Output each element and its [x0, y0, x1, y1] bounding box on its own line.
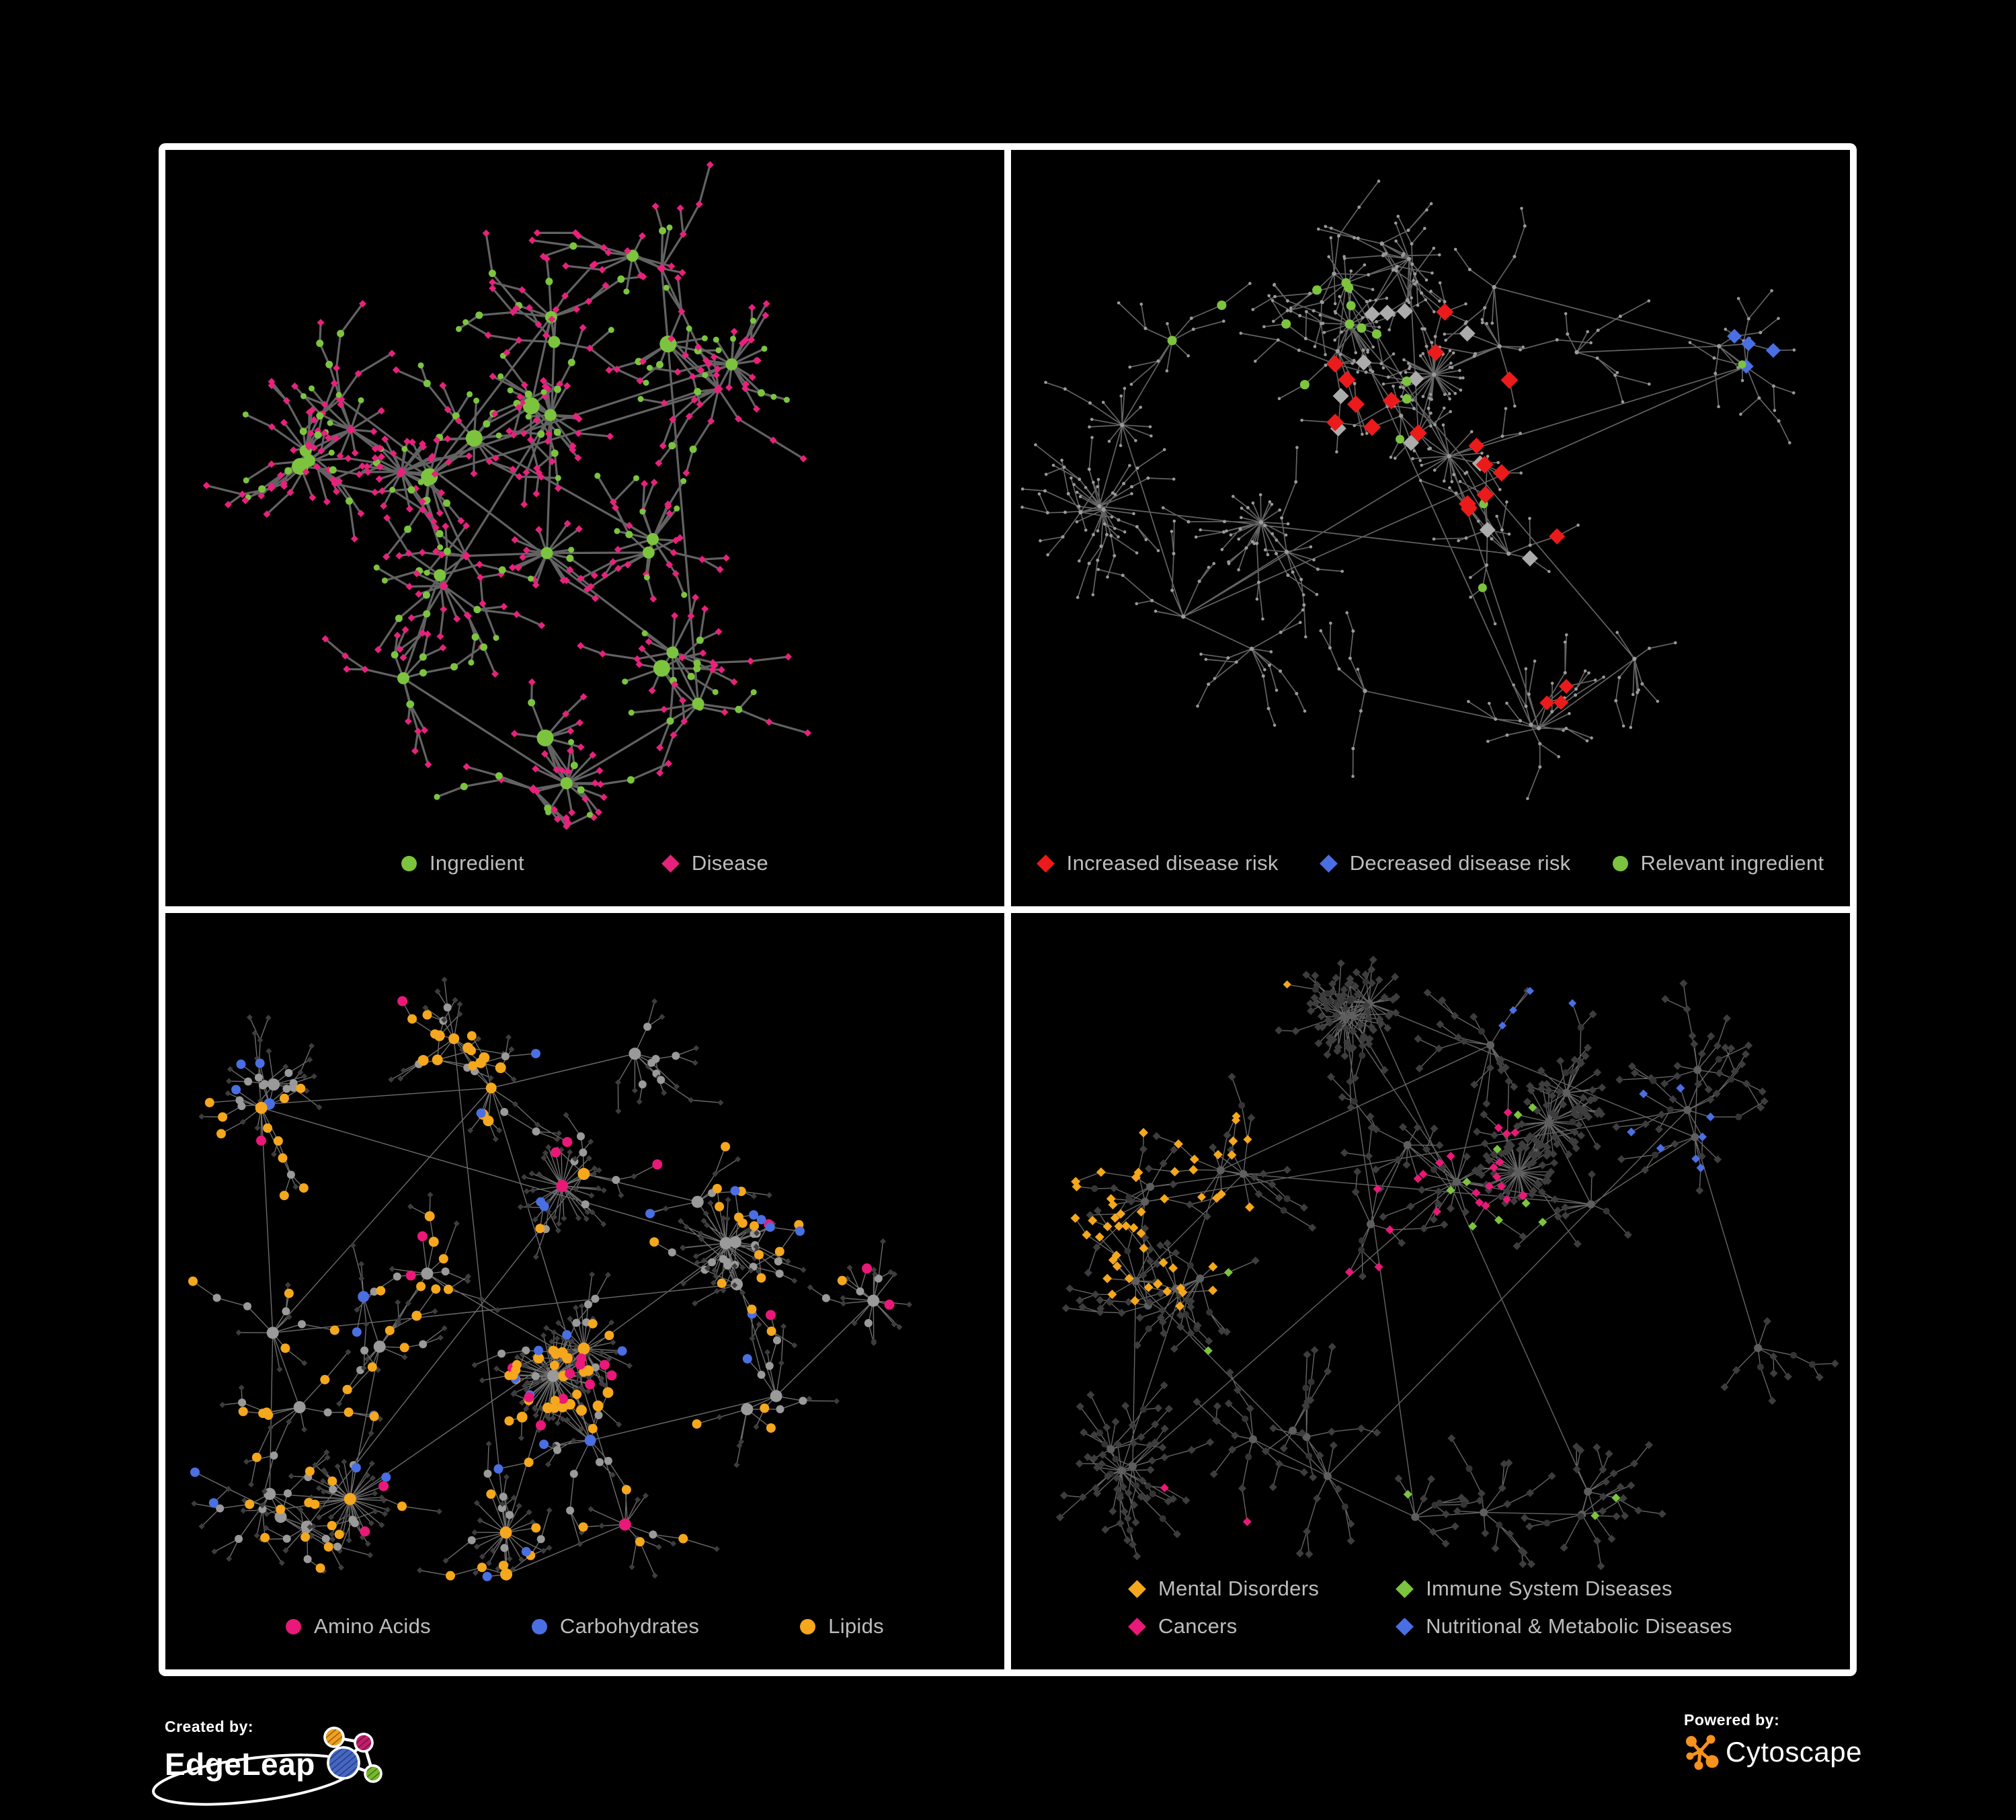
- panel-disease-classes: Mental Disorders Immune System Diseases Ca…: [1011, 913, 1850, 1669]
- legend-ingredient-disease: Ingredient Disease: [165, 851, 1004, 875]
- legend-label: Nutritional & Metabolic Diseases: [1426, 1614, 1732, 1638]
- legend-label: Lipids: [828, 1614, 884, 1638]
- legend-item-amino-acids: Amino Acids: [286, 1614, 431, 1638]
- network-disease-risk: [1020, 180, 1796, 801]
- legend-label: Amino Acids: [314, 1614, 431, 1638]
- legend-label: Carbohydrates: [559, 1614, 700, 1638]
- legend-item-nutritional-metabolic-diseases: Nutritional & Metabolic Diseases: [1396, 1614, 1732, 1638]
- legend-label: Ingredient: [430, 851, 524, 875]
- created-by-label: Created by:: [165, 1718, 254, 1735]
- panel-disease-risk: Increased disease risk Decreased disease …: [1011, 150, 1850, 906]
- cytoscape-wordmark: Cytoscape: [1726, 1736, 1862, 1768]
- legend-label: Increased disease risk: [1066, 851, 1279, 875]
- created-by-block: Created by: EdgeLeap: [152, 1718, 541, 1819]
- legend-label: Relevant ingredient: [1640, 851, 1824, 875]
- network-nutrient-classes: [188, 976, 912, 1581]
- diamond-marker-icon: [1036, 854, 1055, 873]
- network-ingredient-disease: [202, 161, 811, 830]
- legend-label: Immune System Diseases: [1426, 1577, 1672, 1600]
- legend-item-ingredient: Ingredient: [401, 851, 524, 875]
- legend-disease-classes: Mental Disorders Immune System Diseases Ca…: [1011, 1577, 1850, 1638]
- legend-label: Decreased disease risk: [1349, 851, 1571, 875]
- circle-marker-icon: [1612, 855, 1628, 871]
- footer: Created by: EdgeLeap: [0, 1676, 2016, 1820]
- legend-label: Mental Disorders: [1158, 1577, 1320, 1600]
- legend-label: Cancers: [1158, 1614, 1238, 1638]
- legend-item-cancers: Cancers: [1128, 1614, 1319, 1638]
- diamond-marker-icon: [1128, 1617, 1146, 1636]
- panel-ingredient-disease: Ingredient Disease: [165, 150, 1004, 906]
- powered-by-block: Powered by:: [1684, 1711, 1966, 1812]
- network-disease-classes: [1055, 955, 1839, 1571]
- circle-marker-icon: [401, 855, 417, 871]
- cytoscape-logo-icon: [1686, 1735, 1719, 1770]
- legend-item-relevant-ingredient: Relevant ingredient: [1612, 851, 1824, 875]
- legend-disease-risk: Increased disease risk Decreased disease …: [1011, 851, 1850, 875]
- edgeleap-wordmark: EdgeLeap: [165, 1747, 315, 1782]
- legend-item-disease: Disease: [661, 851, 768, 875]
- diamond-marker-icon: [1396, 1579, 1414, 1598]
- legend-item-carbohydrates: Carbohydrates: [531, 1614, 700, 1638]
- diamond-marker-icon: [1128, 1579, 1146, 1598]
- legend-nutrient-classes: Amino Acids Carbohydrates Lipids: [165, 1614, 1004, 1638]
- panel-nutrient-classes: Amino Acids Carbohydrates Lipids: [165, 913, 1004, 1669]
- diamond-marker-icon: [1396, 1617, 1414, 1636]
- powered-by-label: Powered by:: [1684, 1711, 1780, 1729]
- legend-label: Disease: [691, 851, 768, 875]
- legend-item-mental-disorders: Mental Disorders: [1128, 1577, 1320, 1601]
- legend-item-immune-system-diseases: Immune System Diseases: [1396, 1577, 1732, 1601]
- circle-marker-icon: [800, 1618, 816, 1634]
- legend-item-decreased-disease-risk: Decreased disease risk: [1319, 851, 1571, 875]
- panel-grid: Ingredient Disease Increased disease risk…: [159, 143, 1857, 1676]
- legend-item-lipids: Lipids: [800, 1614, 884, 1638]
- diamond-marker-icon: [661, 854, 680, 873]
- edgeleap-logo-icon: [323, 1727, 382, 1783]
- circle-marker-icon: [531, 1618, 547, 1634]
- diamond-marker-icon: [1319, 854, 1338, 873]
- circle-marker-icon: [286, 1618, 302, 1634]
- legend-item-increased-disease-risk: Increased disease risk: [1036, 851, 1279, 875]
